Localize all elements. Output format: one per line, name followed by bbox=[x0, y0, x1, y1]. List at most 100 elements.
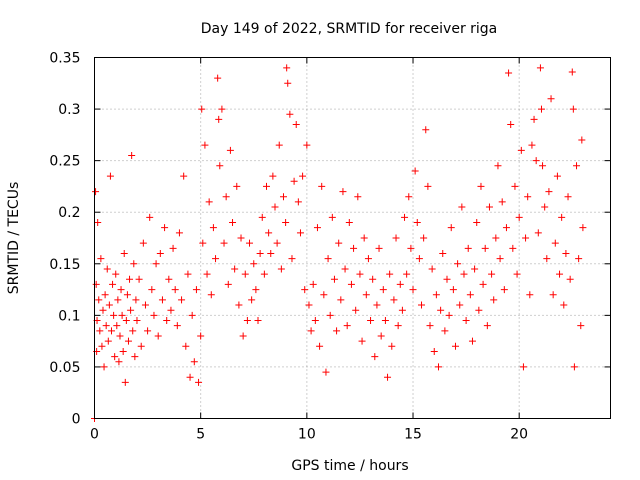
data-point bbox=[279, 193, 287, 201]
data-point bbox=[307, 327, 315, 335]
data-point bbox=[132, 296, 140, 304]
data-point bbox=[122, 317, 130, 325]
data-point bbox=[547, 95, 555, 103]
data-point bbox=[335, 239, 343, 247]
data-point bbox=[107, 327, 115, 335]
data-point bbox=[401, 213, 409, 221]
data-point bbox=[507, 121, 515, 129]
data-point bbox=[330, 275, 338, 283]
data-point bbox=[522, 234, 530, 242]
data-point bbox=[337, 296, 345, 304]
data-point bbox=[100, 363, 108, 371]
data-point bbox=[92, 280, 100, 288]
data-point bbox=[322, 368, 330, 376]
x-tick-labels: 0 5 10 15 20 bbox=[90, 427, 528, 443]
data-point bbox=[405, 193, 413, 201]
data-point bbox=[505, 69, 513, 77]
data-point bbox=[464, 244, 472, 252]
data-point bbox=[430, 347, 438, 355]
data-point bbox=[313, 224, 321, 232]
data-point bbox=[324, 255, 332, 263]
data-point bbox=[515, 213, 523, 221]
data-point bbox=[398, 306, 406, 314]
data-point bbox=[114, 296, 122, 304]
data-point bbox=[148, 286, 156, 294]
data-point bbox=[524, 193, 532, 201]
data-point bbox=[165, 275, 173, 283]
data-point bbox=[123, 291, 131, 299]
data-point bbox=[127, 306, 135, 314]
data-point bbox=[384, 373, 392, 381]
data-point bbox=[195, 378, 203, 386]
data-point bbox=[305, 301, 313, 309]
data-point bbox=[239, 332, 247, 340]
data-point bbox=[235, 301, 243, 309]
data-point bbox=[303, 141, 311, 149]
data-point bbox=[316, 342, 324, 350]
data-point bbox=[500, 286, 508, 294]
data-point bbox=[205, 198, 213, 206]
data-point bbox=[243, 317, 251, 325]
data-point bbox=[120, 249, 128, 257]
data-point bbox=[347, 280, 355, 288]
data-point bbox=[519, 363, 527, 371]
data-point bbox=[360, 234, 368, 242]
data-point bbox=[424, 182, 432, 190]
y-tick-label: 0.2 bbox=[58, 205, 80, 221]
data-point bbox=[118, 311, 126, 319]
data-point bbox=[139, 239, 147, 247]
data-point bbox=[502, 224, 510, 232]
data-point bbox=[286, 110, 294, 118]
data-point bbox=[556, 270, 564, 278]
data-point bbox=[481, 244, 489, 252]
data-point bbox=[117, 286, 125, 294]
data-point bbox=[456, 301, 464, 309]
data-point bbox=[282, 219, 290, 227]
data-point bbox=[373, 301, 381, 309]
y-tick-label: 0 bbox=[72, 412, 81, 428]
data-point bbox=[214, 74, 222, 82]
data-point bbox=[252, 286, 260, 294]
data-point bbox=[352, 306, 360, 314]
data-point bbox=[222, 193, 230, 201]
data-point bbox=[101, 291, 109, 299]
data-point bbox=[466, 291, 474, 299]
data-point bbox=[543, 255, 551, 263]
data-point bbox=[231, 265, 239, 273]
data-point bbox=[545, 188, 553, 196]
y-tick-labels: 0 0.05 0.1 0.15 0.2 0.25 0.3 0.35 bbox=[49, 51, 80, 428]
data-point bbox=[479, 280, 487, 288]
data-point bbox=[558, 213, 566, 221]
data-point bbox=[388, 342, 396, 350]
data-point bbox=[173, 322, 181, 330]
data-point bbox=[549, 291, 557, 299]
data-point bbox=[356, 270, 364, 278]
data-point bbox=[133, 317, 141, 325]
data-point bbox=[375, 244, 383, 252]
data-point bbox=[579, 224, 587, 232]
x-tick-label: 20 bbox=[510, 427, 528, 443]
data-point bbox=[115, 358, 123, 366]
data-point bbox=[560, 301, 568, 309]
data-point bbox=[309, 280, 317, 288]
data-points bbox=[91, 64, 587, 422]
x-axis-title: GPS time / hours bbox=[291, 458, 408, 474]
data-point bbox=[301, 286, 309, 294]
data-point bbox=[532, 157, 540, 165]
data-point bbox=[271, 203, 279, 211]
data-point bbox=[199, 239, 207, 247]
data-point bbox=[471, 265, 479, 273]
data-point bbox=[163, 317, 171, 325]
data-point bbox=[233, 182, 241, 190]
data-point bbox=[209, 224, 217, 232]
data-point bbox=[439, 249, 447, 257]
data-point bbox=[273, 239, 281, 247]
data-point bbox=[485, 203, 493, 211]
data-point bbox=[96, 327, 104, 335]
data-point bbox=[95, 296, 103, 304]
data-point bbox=[377, 332, 385, 340]
data-point bbox=[462, 317, 470, 325]
data-point bbox=[260, 270, 268, 278]
data-point bbox=[445, 311, 453, 319]
